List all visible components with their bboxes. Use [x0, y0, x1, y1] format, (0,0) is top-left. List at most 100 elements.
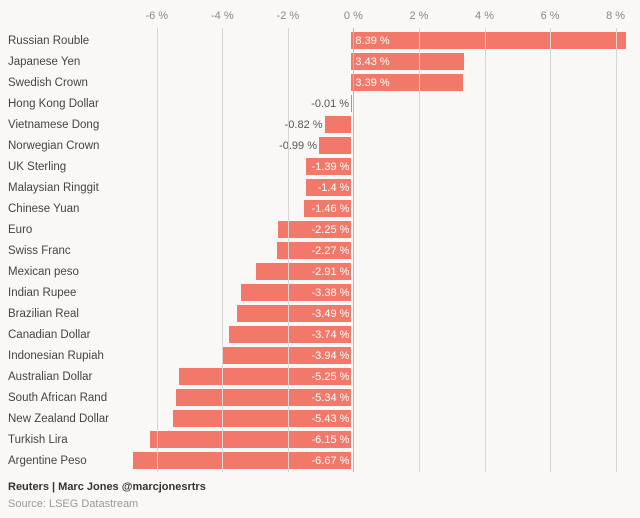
bar-zone: -3.94 % — [122, 345, 632, 366]
category-label: Brazilian Real — [8, 308, 122, 320]
bar-row: Vietnamese Dong-0.82 % — [8, 114, 632, 135]
source-line: Source: LSEG Datastream — [8, 496, 206, 513]
category-label: Argentine Peso — [8, 455, 122, 467]
bar-zone: -2.91 % — [122, 261, 632, 282]
bar-row: Hong Kong Dollar-0.01 % — [8, 93, 632, 114]
bar-rows: Russian Rouble 8.39 % Japanese Yen 3.43 % Sw… — [8, 30, 632, 471]
category-label: Canadian Dollar — [8, 329, 122, 341]
bar-zone: -2.25 % — [122, 219, 632, 240]
bar-row: Mexican peso -2.91 % — [8, 261, 632, 282]
gridline — [222, 28, 223, 472]
axis-tick-label: 6 % — [541, 10, 560, 22]
bar-zone: -5.34 % — [122, 387, 632, 408]
axis-tick-label: -6 % — [145, 10, 168, 22]
bar-row: Brazilian Real -3.49 % — [8, 303, 632, 324]
gridline — [353, 28, 354, 472]
bar-zone: -1.4 % — [122, 177, 632, 198]
axis-tick-label: 0 % — [344, 10, 363, 22]
value-label: -1.39 % — [312, 161, 350, 173]
gridline — [485, 28, 486, 472]
bar-row: Euro-2.25 % — [8, 219, 632, 240]
category-label: New Zealand Dollar — [8, 413, 122, 425]
category-label: South African Rand — [8, 392, 122, 404]
category-label: Norwegian Crown — [8, 140, 122, 152]
category-label: Hong Kong Dollar — [8, 98, 122, 110]
value-label: -3.49 % — [312, 308, 350, 320]
bar-row: Canadian Dollar -3.74 % — [8, 324, 632, 345]
bar-zone: -0.01 % — [122, 93, 632, 114]
bar-zone: -6.67 % — [122, 450, 632, 471]
bar-row: Japanese Yen 3.43 % — [8, 51, 632, 72]
category-label: Indonesian Rupiah — [8, 350, 122, 362]
category-label: Australian Dollar — [8, 371, 122, 383]
axis-tick-label: 4 % — [475, 10, 494, 22]
gridline — [419, 28, 420, 472]
bar-zone: -0.82 % — [122, 114, 632, 135]
bar — [325, 116, 352, 133]
value-label: 3.39 % — [355, 77, 389, 89]
bar-row: Australian Dollar -5.25 % — [8, 366, 632, 387]
category-label: Euro — [8, 224, 122, 236]
category-label: Vietnamese Dong — [8, 119, 122, 131]
axis-tick-label: -4 % — [211, 10, 234, 22]
category-label: Indian Rupee — [8, 287, 122, 299]
bar-row: UK Sterling -1.39 % — [8, 156, 632, 177]
value-label: 3.43 % — [355, 56, 389, 68]
bar-zone: -3.49 % — [122, 303, 632, 324]
chart-footer: Reuters | Marc Jones @marcjonesrtrs Sour… — [8, 479, 206, 512]
value-label: -6.15 % — [312, 434, 350, 446]
value-label: -3.94 % — [312, 350, 350, 362]
value-label: 8.39 % — [355, 35, 389, 47]
credit-line: Reuters | Marc Jones @marcjonesrtrs — [8, 479, 206, 496]
bar-zone: -6.15 % — [122, 429, 632, 450]
bar-row: Swiss Franc -2.27 % — [8, 240, 632, 261]
bar-row: Chinese Yuan -1.46 % — [8, 198, 632, 219]
gridline — [288, 28, 289, 472]
gridline — [550, 28, 551, 472]
value-label: -5.34 % — [312, 392, 350, 404]
gridline — [157, 28, 158, 472]
plot-area: Russian Rouble8.39 %Japanese Yen3.43 %Sw… — [124, 10, 632, 472]
bar-row: Turkish Lira -6.15 % — [8, 429, 632, 450]
value-label: -5.43 % — [312, 413, 350, 425]
bar-row: Argentine Peso -6.67 % — [8, 450, 632, 471]
bar-row: Malaysian Ringgit -1.4 % — [8, 177, 632, 198]
category-label: Chinese Yuan — [8, 203, 122, 215]
category-label: Russian Rouble — [8, 35, 122, 47]
bar-row: South African Rand -5.34 % — [8, 387, 632, 408]
category-label: Malaysian Ringgit — [8, 182, 122, 194]
value-label: -1.46 % — [312, 203, 350, 215]
value-label: -2.91 % — [312, 266, 350, 278]
currency-change-chart: Russian Rouble 8.39 % Japanese Yen 3.43 % Sw… — [0, 0, 640, 472]
value-label: -5.25 % — [312, 371, 350, 383]
bar-zone: -3.38 % — [122, 282, 632, 303]
bar-zone: 3.43 % — [122, 51, 632, 72]
bar-row: Russian Rouble 8.39 % — [8, 30, 632, 51]
category-label: Swiss Franc — [8, 245, 122, 257]
bar-zone: -5.43 % — [122, 408, 632, 429]
value-label: -0.99 % — [279, 140, 317, 152]
bar-zone: -3.74 % — [122, 324, 632, 345]
category-label: Swedish Crown — [8, 77, 122, 89]
axis-tick-label: -2 % — [277, 10, 300, 22]
bar-row: New Zealand Dollar -5.43 % — [8, 408, 632, 429]
category-label: Turkish Lira — [8, 434, 122, 446]
bar-zone: -1.39 % — [122, 156, 632, 177]
category-label: Japanese Yen — [8, 56, 122, 68]
bar-zone: -5.25 % — [122, 366, 632, 387]
bar — [319, 137, 351, 154]
category-label: Mexican peso — [8, 266, 122, 278]
axis-tick-label: 2 % — [409, 10, 428, 22]
bar-zone: 3.39 % — [122, 72, 632, 93]
value-label: -3.74 % — [312, 329, 350, 341]
bar-row: Norwegian Crown -0.99 % — [8, 135, 632, 156]
bar-zone: 8.39 % — [122, 30, 632, 51]
category-label: UK Sterling — [8, 161, 122, 173]
bar-zone: -0.99 % — [122, 135, 632, 156]
axis-tick-label: 8 % — [606, 10, 625, 22]
gridline — [616, 28, 617, 472]
value-label: -6.67 % — [312, 455, 350, 467]
value-label: -2.27 % — [312, 245, 350, 257]
bar-zone: -2.27 % — [122, 240, 632, 261]
value-label: -1.4 % — [318, 182, 350, 194]
